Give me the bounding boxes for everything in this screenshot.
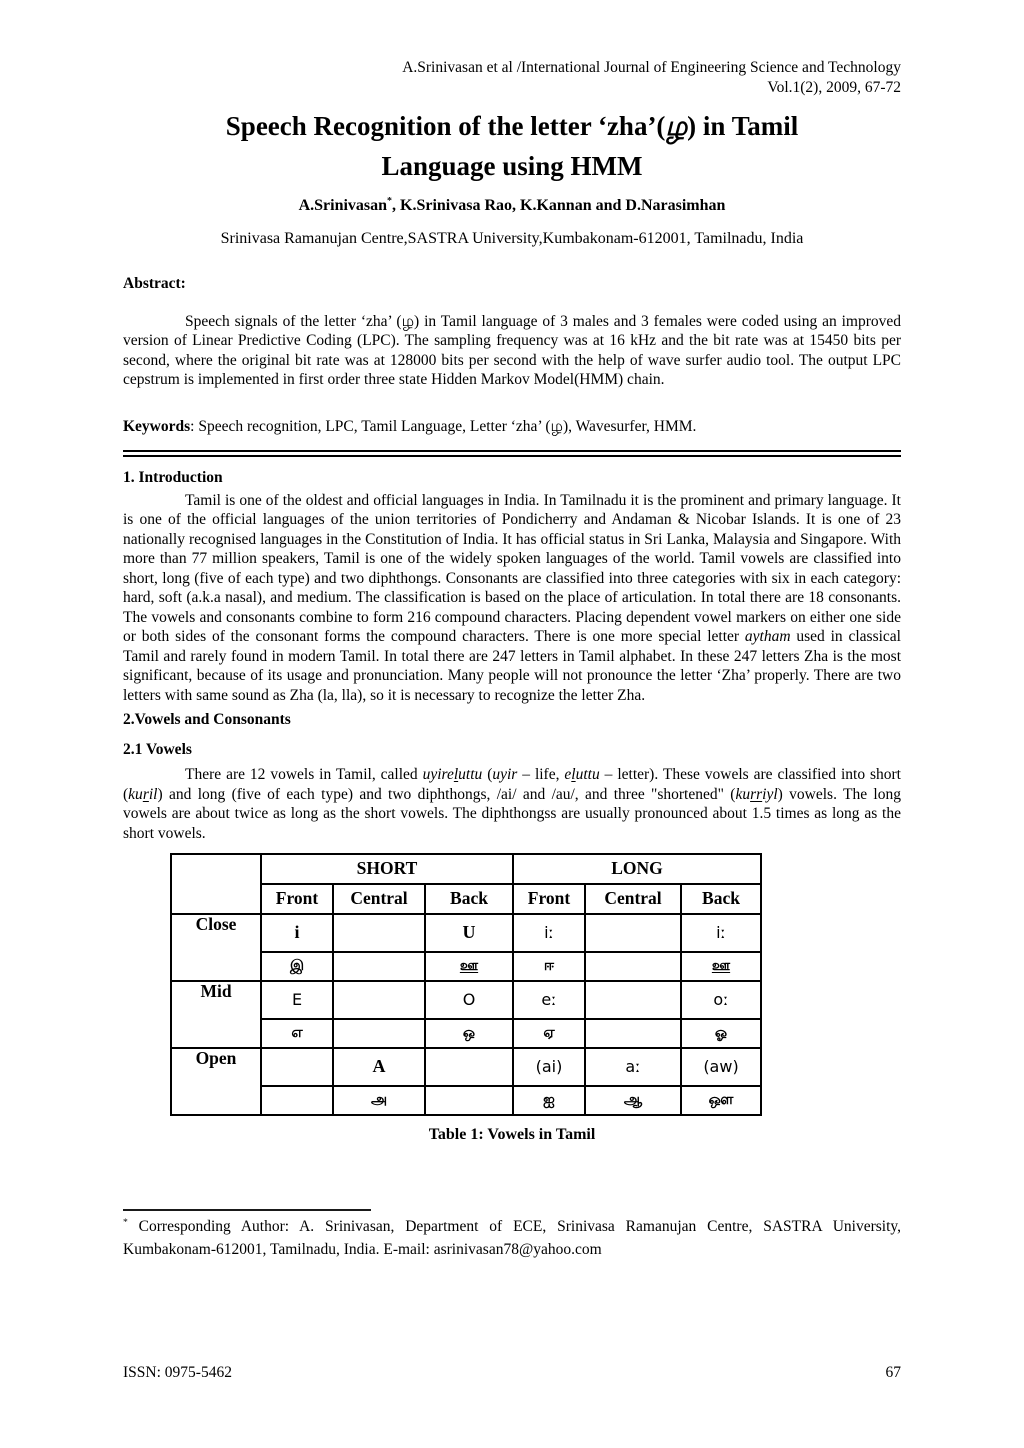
vowel-cell: iː [512, 913, 586, 953]
journal-name-line: A.Srinivasan et al /International Journa… [402, 59, 901, 76]
vowel-cell [332, 913, 426, 953]
affiliation-line: Srinivasa Ramanujan Centre,SASTRA Univer… [220, 230, 804, 247]
col-header-short-front: Front [260, 883, 334, 915]
authors-line: A.Srinivasan*, K.Srinivasa Rao, K.Kannan… [298, 195, 726, 214]
tamil-letter-cell: ஈ [512, 951, 586, 982]
col-header-long-front: Front [512, 883, 586, 915]
tamil-letter-cell [584, 1018, 682, 1049]
paper-title: Speech Recognition of the letter ‘zha’(ழ… [143, 106, 881, 186]
col-header-long-central: Central [584, 883, 682, 915]
introduction-paragraph: Tamil is one of the oldest and official … [123, 491, 901, 704]
vowel-cell [424, 1047, 514, 1087]
tamil-letter-cell: இ [260, 951, 334, 982]
tamil-letter-cell: அ [332, 1085, 426, 1116]
vowel-cell: (ai) [512, 1047, 586, 1087]
col-header-short-back: Back [424, 883, 514, 915]
vowel-cell: A [332, 1047, 426, 1087]
tamil-letter-cell [332, 1018, 426, 1049]
abstract-paragraph: Speech signals of the letter ‘zha’ (ழ) i… [123, 312, 901, 389]
tamil-letter-cell: ஓ [680, 1018, 762, 1049]
row-label-open: Open [170, 1047, 262, 1116]
vowel-cell [260, 1047, 334, 1087]
table-corner-cell [170, 853, 262, 915]
vowel-cell: U [424, 913, 514, 953]
vowel-cell: aː [584, 1047, 682, 1087]
mid-ipa-row: Mid E O eː oː [170, 980, 762, 1049]
vowel-cell [584, 913, 682, 953]
tamil-letter-cell [332, 951, 426, 982]
page-footer: ISSN: 0975-5462 67 [123, 1363, 901, 1383]
vowel-cell: oː [680, 980, 762, 1020]
vowel-cell: O [424, 980, 514, 1020]
section-divider-rule [123, 450, 901, 457]
row-label-mid: Mid [170, 980, 262, 1049]
tamil-letter-cell [584, 951, 682, 982]
short-group-header: SHORT [260, 853, 514, 885]
tamil-letter-cell [424, 1085, 514, 1116]
vowel-table: SHORT LONG Front Central Back Front Cent… [170, 853, 762, 1116]
table-group-header-row: SHORT LONG [170, 853, 762, 915]
footnote-block: * Corresponding Author: A. Srinivasan, D… [123, 1208, 901, 1261]
page-number: 67 [885, 1363, 902, 1381]
paper-title-line1: Speech Recognition of the letter ‘zha’(ழ… [225, 111, 799, 141]
journal-volume-line: Vol.1(2), 2009, 67-72 [767, 79, 901, 96]
tamil-letter-cell: ஊ [424, 951, 514, 982]
table-caption: Table 1: Vowels in Tamil [428, 1126, 596, 1143]
vowel-cell [332, 980, 426, 1020]
mid-tamil-row: எ ஒ ஏ ஓ [171, 1018, 762, 1049]
tamil-letter-cell: ஔ [680, 1085, 762, 1116]
open-tamil-row: அ ஐ ஆ ஔ [171, 1085, 762, 1116]
abstract-heading: Abstract: [123, 275, 186, 292]
vowels-subheading: 2.1 Vowels [123, 740, 192, 758]
vowel-cell: (aw) [680, 1047, 762, 1087]
tamil-letter-cell: ஒ [424, 1018, 514, 1049]
vowel-cell [584, 980, 682, 1020]
tamil-letter-cell: ஆ [584, 1085, 682, 1116]
vowel-cell: iː [680, 913, 762, 953]
paper-title-line2: Language using HMM [381, 151, 643, 181]
open-ipa-row: Open A (ai) aː (aw) [170, 1047, 762, 1116]
tamil-letter-cell: ஐ [512, 1085, 586, 1116]
tamil-letter-cell: ஊ [680, 951, 762, 982]
vowel-cell: E [260, 980, 334, 1020]
tamil-letter-cell: ஏ [512, 1018, 586, 1049]
tamil-letter-cell: எ [260, 1018, 334, 1049]
row-label-close: Close [170, 913, 262, 982]
journal-header: A.Srinivasan et al /International Journa… [123, 58, 901, 98]
introduction-heading: 1. Introduction [123, 469, 223, 486]
vowel-cell: i [260, 913, 334, 953]
col-header-short-central: Central [332, 883, 426, 915]
close-tamil-row: இ ஊ ஈ ஊ [171, 951, 762, 982]
footnote-rule [123, 1208, 371, 1211]
keywords-line: Keywords: Speech recognition, LPC, Tamil… [123, 417, 697, 435]
footnote-text: * Corresponding Author: A. Srinivasan, D… [123, 1216, 901, 1258]
issn-label: ISSN: 0975-5462 [123, 1363, 232, 1381]
table-sub-header-row: Front Central Back Front Central Back [171, 883, 762, 915]
close-ipa-row: Close i U iː iː [170, 913, 762, 982]
col-header-long-back: Back [680, 883, 762, 915]
tamil-letter-cell [260, 1085, 334, 1116]
vowels-paragraph: There are 12 vowels in Tamil, called uyi… [123, 766, 901, 842]
long-group-header: LONG [512, 853, 762, 885]
vowels-consonants-heading: 2.Vowels and Consonants [123, 711, 291, 728]
vowel-cell: eː [512, 980, 586, 1020]
